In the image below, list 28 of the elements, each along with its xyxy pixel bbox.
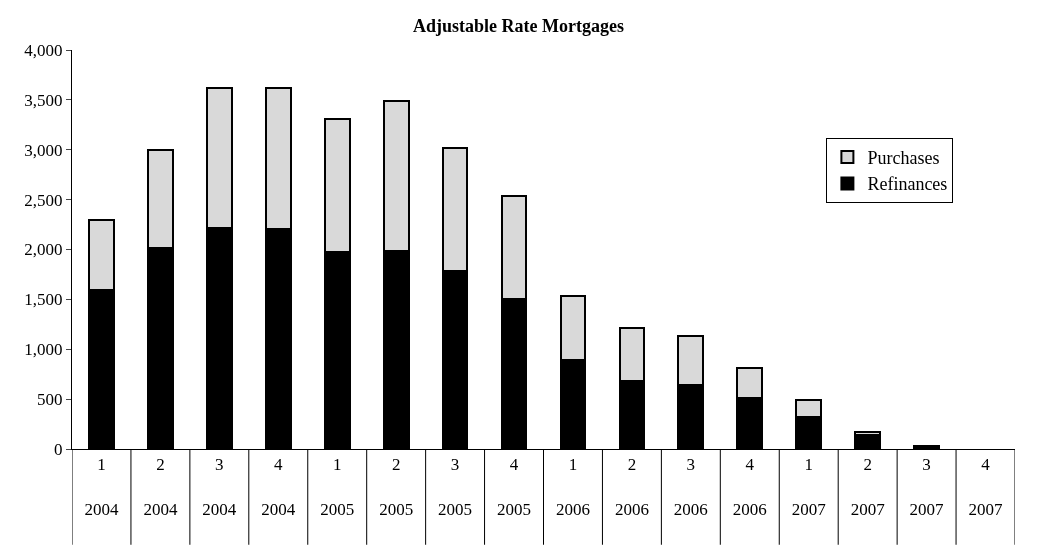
legend-label: Refinances	[867, 174, 948, 195]
y-tick-label: 2,500	[24, 190, 63, 210]
y-tick-label: 0	[54, 439, 63, 459]
category-label: 3 2007	[909, 455, 944, 519]
category-label: 1 2005	[320, 455, 355, 519]
category-label: 4 2005	[497, 455, 532, 519]
category-label: 4 2007	[968, 455, 1003, 519]
category-label: 1 2004	[84, 455, 119, 519]
category-label: 1 2007	[791, 455, 826, 519]
category-label: 2 2005	[379, 455, 414, 519]
category-label: 4 2006	[732, 455, 767, 519]
y-tick-label: 2,000	[24, 240, 63, 260]
chart-title: Adjustable Rate Mortgages	[413, 15, 624, 36]
y-tick-label: 3,000	[24, 140, 63, 160]
category-label: 3 2005	[438, 455, 473, 519]
category-label: 3 2006	[673, 455, 708, 519]
y-tick-label: 3,500	[24, 90, 63, 110]
y-tick-label: 1,000	[24, 340, 63, 360]
y-tick-label: 4,000	[24, 40, 63, 60]
category-label: 2 2006	[614, 455, 649, 519]
y-tick-label: 1,500	[24, 290, 63, 310]
category-label: 3 2004	[202, 455, 237, 519]
category-label: 2 2004	[143, 455, 178, 519]
y-tick-label: 500	[37, 390, 63, 410]
legend-label: Purchases	[867, 148, 940, 168]
category-label: 1 2006	[555, 455, 590, 519]
category-label: 4 2004	[261, 455, 296, 519]
category-label: 2 2007	[850, 455, 885, 519]
